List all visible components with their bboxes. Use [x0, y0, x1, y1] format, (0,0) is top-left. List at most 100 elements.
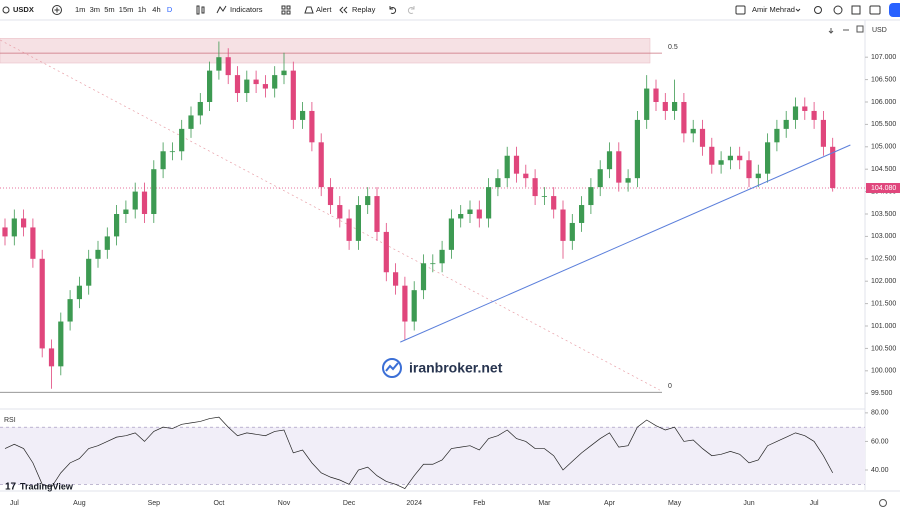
candle-body: [86, 258, 92, 286]
symbol[interactable]: USDX: [13, 5, 34, 14]
layout-icon[interactable]: [281, 5, 291, 15]
indicators-button[interactable]: Indicators: [230, 5, 263, 14]
scroll-icon[interactable]: [828, 28, 834, 34]
candle-body: [374, 196, 380, 232]
indicators-icon[interactable]: [216, 5, 227, 14]
candle-body: [244, 79, 250, 94]
price-tick-label: 104.500: [871, 166, 896, 173]
candle-body: [802, 106, 808, 111]
interval-button[interactable]: 3m: [90, 5, 100, 14]
candle-body: [430, 263, 436, 265]
candle-body: [606, 151, 613, 170]
pane-label: RSI: [4, 417, 16, 424]
price-tick-label: 100.500: [871, 345, 896, 352]
user-dropdown[interactable]: [795, 8, 801, 12]
candle-body: [783, 119, 789, 129]
interval-button[interactable]: 15m: [119, 5, 134, 14]
replay-button[interactable]: Replay: [352, 5, 376, 14]
candle-body: [207, 70, 213, 102]
candle-body: [746, 160, 752, 179]
rsi-tick-label: 40.00: [871, 467, 889, 474]
candle-body: [504, 155, 510, 179]
candle-body: [365, 196, 371, 206]
interval-button[interactable]: 4h: [152, 5, 160, 14]
candle-body: [355, 205, 361, 241]
add-symbol[interactable]: [52, 5, 62, 15]
replay-icon[interactable]: [339, 6, 348, 14]
time-axis-label: Sep: [148, 500, 161, 507]
settings-small[interactable]: [879, 499, 887, 507]
candle-body: [179, 128, 185, 152]
brand-logo: 17: [5, 482, 17, 493]
candle-body: [513, 155, 520, 174]
publish-button[interactable]: [889, 3, 900, 17]
time-axis-label: Dec: [343, 500, 356, 507]
candle-body: [765, 142, 771, 174]
time-axis-label: Mar: [538, 500, 551, 507]
rsi-tick-label: 80.00: [871, 410, 889, 417]
toolbar: [0, 0, 900, 20]
candle-body: [58, 321, 64, 367]
account-checkbox[interactable]: [735, 5, 746, 15]
user-name[interactable]: Amir Mehrad: [752, 5, 795, 14]
watermark-logo: [382, 358, 402, 378]
maximize-icon[interactable]: [856, 25, 864, 33]
candle-body: [699, 128, 706, 147]
candle-body: [634, 119, 640, 179]
candle-type-icon[interactable]: [196, 5, 205, 15]
candle-body: [11, 218, 17, 237]
candle-body: [393, 272, 399, 286]
settings[interactable]: [833, 5, 843, 15]
price-tick-label: 101.500: [871, 300, 896, 307]
candle-body: [39, 258, 45, 349]
trendline: [400, 144, 851, 343]
candle-body: [681, 101, 687, 134]
interval-button[interactable]: D: [167, 5, 173, 14]
candle-body: [225, 57, 231, 76]
fullscreen[interactable]: [851, 5, 861, 15]
candle-body: [272, 75, 278, 89]
rsi-line: [4, 416, 834, 490]
candle-body: [123, 209, 129, 214]
candle-body: [141, 191, 148, 214]
candle-body: [439, 249, 445, 264]
time-axis-label: 2024: [406, 500, 422, 507]
price-tick-label: 105.000: [871, 144, 896, 151]
interval-button[interactable]: 1h: [138, 5, 146, 14]
candle-body: [346, 218, 352, 241]
alert-button[interactable]: Alert: [316, 5, 332, 14]
candle-body: [95, 249, 101, 259]
interval-button[interactable]: 1m: [75, 5, 85, 14]
quick-search[interactable]: [814, 6, 822, 14]
watermark: iranbroker.net: [409, 360, 503, 376]
candle-body: [560, 209, 566, 241]
candle-body: [327, 187, 334, 206]
alert-icon[interactable]: [304, 6, 314, 14]
undo[interactable]: [389, 6, 397, 14]
time-axis-label: Nov: [278, 500, 291, 507]
price-tick-label: 102.000: [871, 278, 896, 285]
candle-body: [830, 146, 836, 189]
candle-body: [76, 285, 82, 300]
candle-body: [234, 75, 241, 94]
price-tick-label: 103.000: [871, 233, 896, 240]
candle-body: [709, 146, 715, 165]
candle-body: [625, 178, 631, 183]
candle-body: [486, 187, 492, 219]
candle-body: [411, 290, 417, 322]
time-axis-label: Jul: [10, 500, 19, 507]
candle-body: [197, 101, 203, 116]
time-axis-label: Jul: [810, 500, 819, 507]
redo[interactable]: [407, 6, 415, 14]
snapshot[interactable]: [869, 5, 881, 15]
search-icon[interactable]: [2, 6, 10, 14]
interval-button[interactable]: 5m: [104, 5, 114, 14]
candle-body: [188, 115, 194, 129]
brand: TradingView: [20, 481, 74, 491]
candle-body: [169, 151, 175, 153]
rsi-tick-label: 60.00: [871, 438, 889, 445]
time-axis-label: May: [668, 500, 682, 507]
candle-body: [672, 101, 678, 111]
